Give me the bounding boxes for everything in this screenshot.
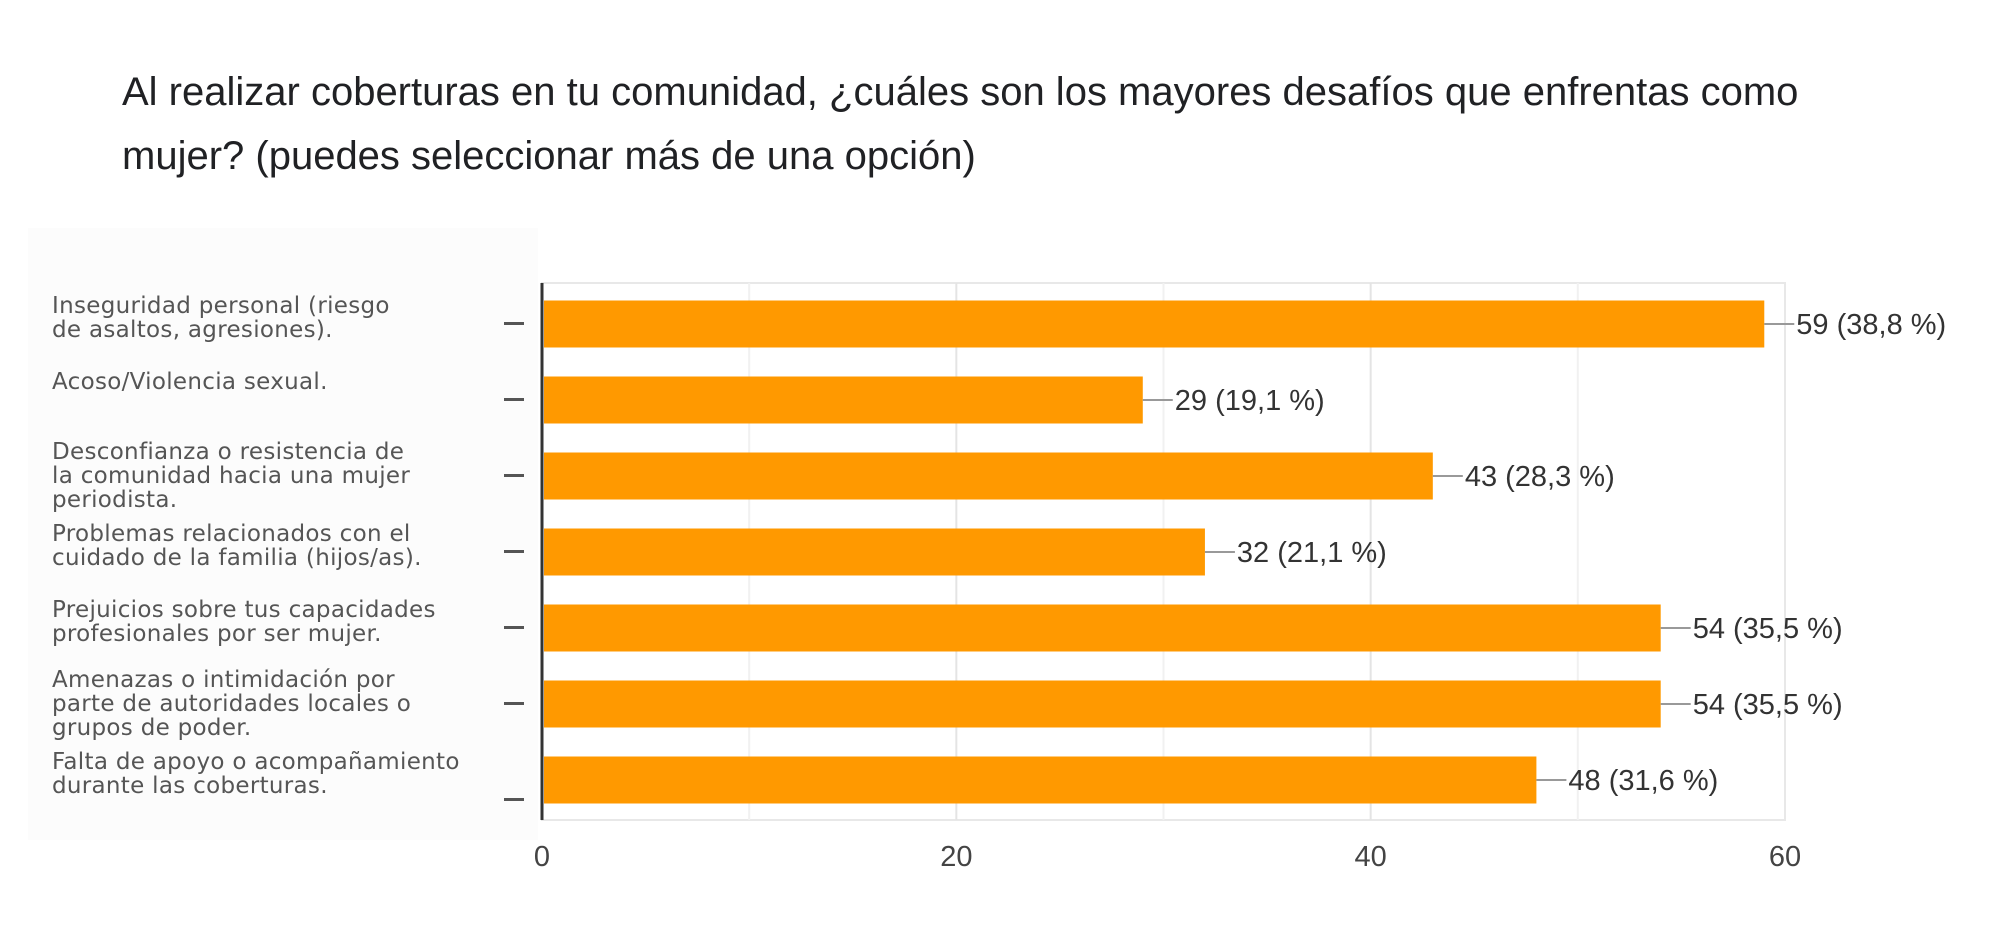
bar <box>544 300 1765 348</box>
y-tick-mark <box>504 702 524 705</box>
data-label: 54 (35,5 %) <box>1693 689 1843 721</box>
category-label-line: profesionales por ser mujer. <box>52 621 382 647</box>
bar <box>544 376 1143 424</box>
category-label-line: cuidado de la familia (hijos/as). <box>52 545 422 571</box>
y-tick-mark <box>504 626 524 629</box>
category-label: Prejuicios sobre tus capacidades profesio… <box>52 598 542 646</box>
y-tick-mark <box>504 474 524 477</box>
category-label-line: Desconfianza o resistencia de <box>52 439 405 465</box>
category-label: Inseguridad personal (riesgo de asaltos, … <box>52 294 542 342</box>
data-labels: 59 (38,8 %) 29 (19,1 %) 43 (28,3 %) 32 (21,… <box>1142 309 1946 797</box>
x-tick-label: 60 <box>1769 841 1801 873</box>
category-label-line: Falta de apoyo o acompañamiento <box>52 749 460 775</box>
category-label-line: Prejuicios sobre tus capacidades <box>52 597 436 623</box>
y-tick-mark <box>504 550 524 553</box>
data-label: 48 (31,6 %) <box>1568 765 1718 797</box>
category-label-line: durante las coberturas. <box>52 773 328 799</box>
y-tick-mark <box>504 322 524 325</box>
bar <box>544 452 1433 500</box>
bar <box>544 528 1205 576</box>
x-tick-label: 40 <box>1355 841 1387 873</box>
x-axis-ticks: 0 20 40 60 <box>534 841 1801 873</box>
category-label-line: Amenazas o intimidación por <box>52 667 395 693</box>
category-label-line: grupos de poder. <box>52 715 252 741</box>
category-label-line: de asaltos, agresiones). <box>52 317 333 343</box>
category-label: Falta de apoyo o acompañamiento durante l… <box>52 750 542 798</box>
category-label-panel <box>28 228 538 840</box>
y-tick-mark <box>504 798 524 801</box>
category-label-line: Inseguridad personal (riesgo <box>52 293 390 319</box>
x-tick-label: 0 <box>534 841 550 873</box>
category-label-line: Acoso/Violencia sexual. <box>52 369 328 395</box>
bar <box>544 756 1537 804</box>
category-label-line: parte de autoridades locales o <box>52 691 412 717</box>
category-label: Problemas relacionados con el cuidado de … <box>52 522 542 570</box>
question-title: Al realizar coberturas en tu comunidad, … <box>122 70 1799 178</box>
x-tick-label: 20 <box>940 841 972 873</box>
category-label-line: la comunidad hacia una mujer <box>52 463 411 489</box>
category-label: Desconfianza o resistencia de la comunida… <box>52 440 542 512</box>
data-label: 29 (19,1 %) <box>1175 385 1325 417</box>
category-label-line: Problemas relacionados con el <box>52 521 411 547</box>
bar <box>544 680 1661 728</box>
data-label: 32 (21,1 %) <box>1237 537 1387 569</box>
data-label: 59 (38,8 %) <box>1796 309 1946 341</box>
data-label: 43 (28,3 %) <box>1465 461 1615 493</box>
data-label: 54 (35,5 %) <box>1693 613 1843 645</box>
bar <box>544 604 1661 652</box>
category-label: Acoso/Violencia sexual. <box>52 370 542 394</box>
bars <box>544 300 1765 804</box>
category-label-line: periodista. <box>52 487 178 513</box>
y-tick-mark <box>504 398 524 401</box>
category-label: Amenazas o intimidación por parte de auto… <box>52 668 542 740</box>
